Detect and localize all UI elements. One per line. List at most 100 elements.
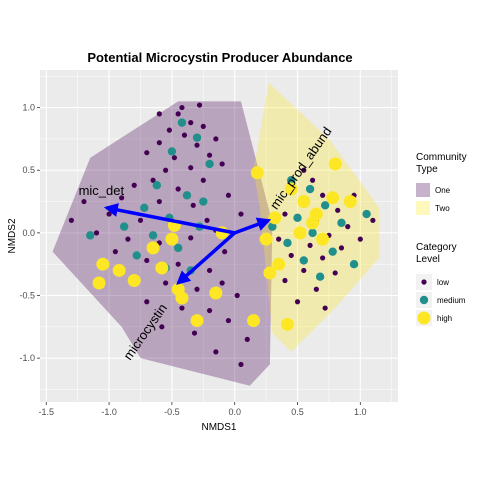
point-high bbox=[280, 317, 294, 331]
point-low bbox=[196, 102, 203, 108]
point-medium bbox=[148, 231, 158, 240]
x-tick-label: -0.5 bbox=[164, 407, 180, 417]
point-low bbox=[234, 292, 240, 299]
point-low bbox=[112, 249, 118, 255]
point-medium bbox=[167, 147, 177, 156]
legend-label-two: Two bbox=[435, 204, 450, 213]
point-high bbox=[190, 314, 204, 328]
chart-title: Potential Microcystin Producer Abundance bbox=[87, 50, 352, 65]
point-medium bbox=[132, 251, 141, 260]
point-low bbox=[125, 236, 131, 242]
point-medium bbox=[320, 201, 330, 210]
point-low bbox=[345, 224, 351, 230]
point-high bbox=[263, 266, 277, 280]
point-medium bbox=[315, 272, 325, 281]
point-high bbox=[175, 291, 189, 305]
y-tick-label: -0.5 bbox=[19, 291, 35, 301]
point-medium bbox=[182, 191, 192, 200]
point-low bbox=[131, 182, 137, 188]
point-low bbox=[335, 207, 341, 213]
legend-community-title-line2: Type bbox=[416, 164, 438, 175]
legend-category-items: low medium high bbox=[416, 274, 466, 326]
point-low bbox=[179, 104, 185, 111]
point-low bbox=[200, 177, 206, 183]
point-low bbox=[156, 198, 162, 205]
point-low bbox=[244, 336, 250, 342]
point-medium bbox=[308, 228, 317, 238]
legend-community-type: Community Type One Two bbox=[416, 152, 467, 215]
point-low bbox=[206, 307, 213, 314]
point-low bbox=[144, 257, 150, 264]
point-high bbox=[96, 257, 110, 271]
point-low bbox=[106, 211, 112, 217]
x-axis-ticks: -1.5 -1.0 -0.5 0.0 0.5 1.0 bbox=[39, 402, 367, 417]
point-high bbox=[272, 257, 286, 271]
y-axis-ticks: -1.0 -0.5 0.0 0.5 1.0 bbox=[19, 103, 40, 363]
point-low bbox=[194, 286, 200, 292]
vector-label-mic-det: mic_det bbox=[79, 183, 125, 198]
point-low bbox=[219, 161, 225, 167]
point-low bbox=[81, 198, 87, 205]
point-high bbox=[209, 286, 223, 300]
legend-key-low bbox=[421, 279, 427, 285]
point-low bbox=[213, 136, 219, 142]
point-high bbox=[92, 276, 106, 290]
legend-key-high bbox=[417, 311, 431, 325]
point-low bbox=[276, 236, 282, 242]
legend-label-high: high bbox=[437, 314, 452, 323]
point-high bbox=[155, 261, 169, 275]
legend-category-title-line2: Level bbox=[416, 254, 440, 265]
hull-one bbox=[52, 101, 273, 386]
point-low bbox=[204, 217, 210, 223]
point-low bbox=[338, 245, 345, 251]
point-medium bbox=[328, 247, 337, 256]
point-medium bbox=[205, 159, 214, 169]
point-low bbox=[200, 123, 206, 129]
point-medium bbox=[305, 184, 315, 194]
point-low bbox=[294, 299, 301, 305]
point-low bbox=[222, 249, 228, 255]
point-medium bbox=[192, 133, 202, 142]
point-low bbox=[309, 177, 316, 183]
point-medium bbox=[293, 213, 302, 223]
point-high bbox=[306, 216, 320, 230]
vector-mic-det bbox=[103, 203, 236, 235]
point-low bbox=[322, 305, 328, 311]
vector-microcystin bbox=[176, 231, 236, 285]
point-low bbox=[163, 167, 169, 173]
point-high bbox=[127, 273, 141, 287]
point-low bbox=[179, 305, 185, 311]
point-medium bbox=[287, 176, 296, 185]
point-high bbox=[165, 232, 179, 246]
legend-label-one: One bbox=[435, 186, 451, 195]
point-medium bbox=[337, 218, 346, 228]
point-low bbox=[332, 270, 338, 276]
point-medium bbox=[86, 231, 95, 240]
legend-key-one bbox=[416, 183, 430, 197]
point-high bbox=[250, 166, 264, 180]
point-low bbox=[307, 242, 313, 248]
point-medium bbox=[199, 197, 208, 206]
y-axis-title: NMDS2 bbox=[7, 218, 18, 253]
point-low bbox=[93, 230, 100, 236]
x-tick-label: -1.5 bbox=[39, 407, 55, 417]
x-tick-label: 1.0 bbox=[354, 407, 367, 417]
x-axis-title: NMDS1 bbox=[201, 422, 236, 433]
point-low bbox=[163, 280, 169, 286]
point-medium bbox=[299, 256, 308, 265]
point-low bbox=[301, 267, 307, 274]
point-low bbox=[238, 211, 244, 217]
point-low bbox=[159, 324, 165, 330]
x-tick-label: 0.5 bbox=[291, 407, 304, 417]
point-low bbox=[190, 202, 196, 208]
point-low bbox=[181, 132, 188, 138]
point-high bbox=[146, 241, 160, 255]
point-low bbox=[320, 192, 326, 198]
point-low bbox=[225, 192, 232, 198]
y-tick-label: 1.0 bbox=[22, 103, 35, 113]
point-low bbox=[320, 255, 326, 261]
legend-category-level: Category Level low medium high bbox=[416, 242, 466, 326]
point-low bbox=[188, 120, 194, 126]
